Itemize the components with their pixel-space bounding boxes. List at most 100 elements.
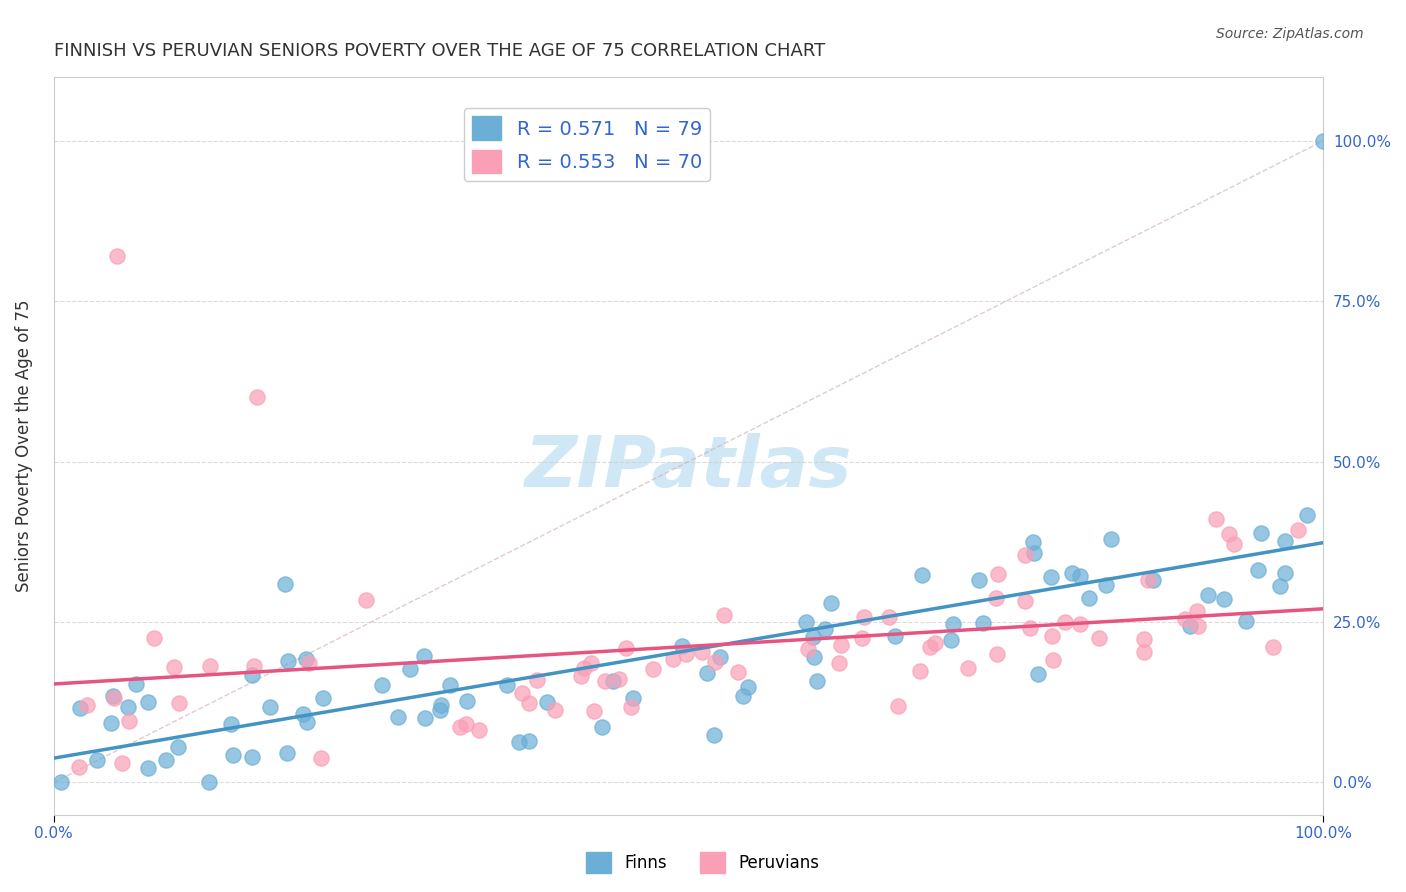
Point <box>1197 588 1219 602</box>
Point <box>1174 612 1197 626</box>
Point <box>142 631 165 645</box>
Point <box>830 638 852 652</box>
Point <box>731 690 754 704</box>
Point <box>851 631 873 645</box>
Point <box>675 647 697 661</box>
Point <box>1312 134 1334 148</box>
Point <box>125 677 148 691</box>
Point <box>526 673 548 687</box>
Point <box>439 678 461 692</box>
Point <box>794 615 817 629</box>
Legend: R = 0.571   N = 79, R = 0.553   N = 70: R = 0.571 N = 79, R = 0.553 N = 70 <box>464 109 710 181</box>
Point <box>614 641 637 656</box>
Point <box>1187 619 1209 633</box>
Point <box>517 697 540 711</box>
Point <box>593 674 616 689</box>
Point <box>1142 573 1164 587</box>
Point <box>298 656 321 670</box>
Point <box>641 662 664 676</box>
Point <box>704 656 727 670</box>
Point <box>1213 591 1236 606</box>
Point <box>1062 566 1084 580</box>
Point <box>354 592 377 607</box>
Point <box>690 645 713 659</box>
Point <box>972 616 994 631</box>
Point <box>277 654 299 668</box>
Point <box>163 660 186 674</box>
Point <box>607 672 630 686</box>
Point <box>510 686 533 700</box>
Point <box>117 714 139 728</box>
Point <box>1185 604 1208 618</box>
Point <box>429 703 451 717</box>
Point <box>297 715 319 730</box>
Point <box>1222 537 1244 551</box>
Point <box>1295 508 1317 522</box>
Text: FINNISH VS PERUVIAN SENIORS POVERTY OVER THE AGE OF 75 CORRELATION CHART: FINNISH VS PERUVIAN SENIORS POVERTY OVER… <box>53 42 825 60</box>
Point <box>1095 578 1118 592</box>
Point <box>259 699 281 714</box>
Point <box>219 717 242 731</box>
Point <box>456 694 478 708</box>
Point <box>602 674 624 689</box>
Point <box>591 720 613 734</box>
Point <box>737 681 759 695</box>
Text: ZIPatlas: ZIPatlas <box>524 434 852 502</box>
Point <box>803 649 825 664</box>
Point <box>703 728 725 742</box>
Point <box>1250 525 1272 540</box>
Point <box>1247 563 1270 577</box>
Point <box>101 689 124 703</box>
Point <box>727 665 749 680</box>
Point <box>67 759 90 773</box>
Point <box>387 710 409 724</box>
Point <box>1024 546 1046 560</box>
Point <box>801 630 824 644</box>
Point <box>1069 617 1091 632</box>
Point <box>1022 534 1045 549</box>
Point <box>1039 570 1062 584</box>
Text: Source: ZipAtlas.com: Source: ZipAtlas.com <box>1216 27 1364 41</box>
Point <box>828 656 851 670</box>
Point <box>942 616 965 631</box>
Point <box>295 652 318 666</box>
Point <box>1133 645 1156 659</box>
Point <box>579 656 602 670</box>
Y-axis label: Seniors Poverty Over the Age of 75: Seniors Poverty Over the Age of 75 <box>15 300 32 591</box>
Point <box>911 567 934 582</box>
Point <box>572 661 595 675</box>
Point <box>291 707 314 722</box>
Point <box>820 596 842 610</box>
Point <box>136 695 159 709</box>
Point <box>569 668 592 682</box>
Point <box>671 639 693 653</box>
Point <box>1205 512 1227 526</box>
Point <box>1018 621 1040 635</box>
Point <box>536 695 558 709</box>
Point <box>138 761 160 775</box>
Point <box>468 723 491 737</box>
Point <box>105 249 128 263</box>
Point <box>939 633 962 648</box>
Point <box>273 576 295 591</box>
Point <box>371 678 394 692</box>
Point <box>242 659 264 673</box>
Point <box>312 691 335 706</box>
Point <box>1286 523 1309 537</box>
Point <box>69 701 91 715</box>
Point <box>103 691 125 706</box>
Point <box>1040 629 1063 643</box>
Point <box>544 702 567 716</box>
Point <box>399 662 422 676</box>
Point <box>621 690 644 705</box>
Point <box>957 661 980 675</box>
Point <box>311 751 333 765</box>
Point <box>117 699 139 714</box>
Point <box>924 636 946 650</box>
Point <box>883 628 905 642</box>
Point <box>167 696 190 710</box>
Point <box>583 704 606 718</box>
Point <box>1053 615 1076 630</box>
Point <box>429 698 451 712</box>
Point <box>877 609 900 624</box>
